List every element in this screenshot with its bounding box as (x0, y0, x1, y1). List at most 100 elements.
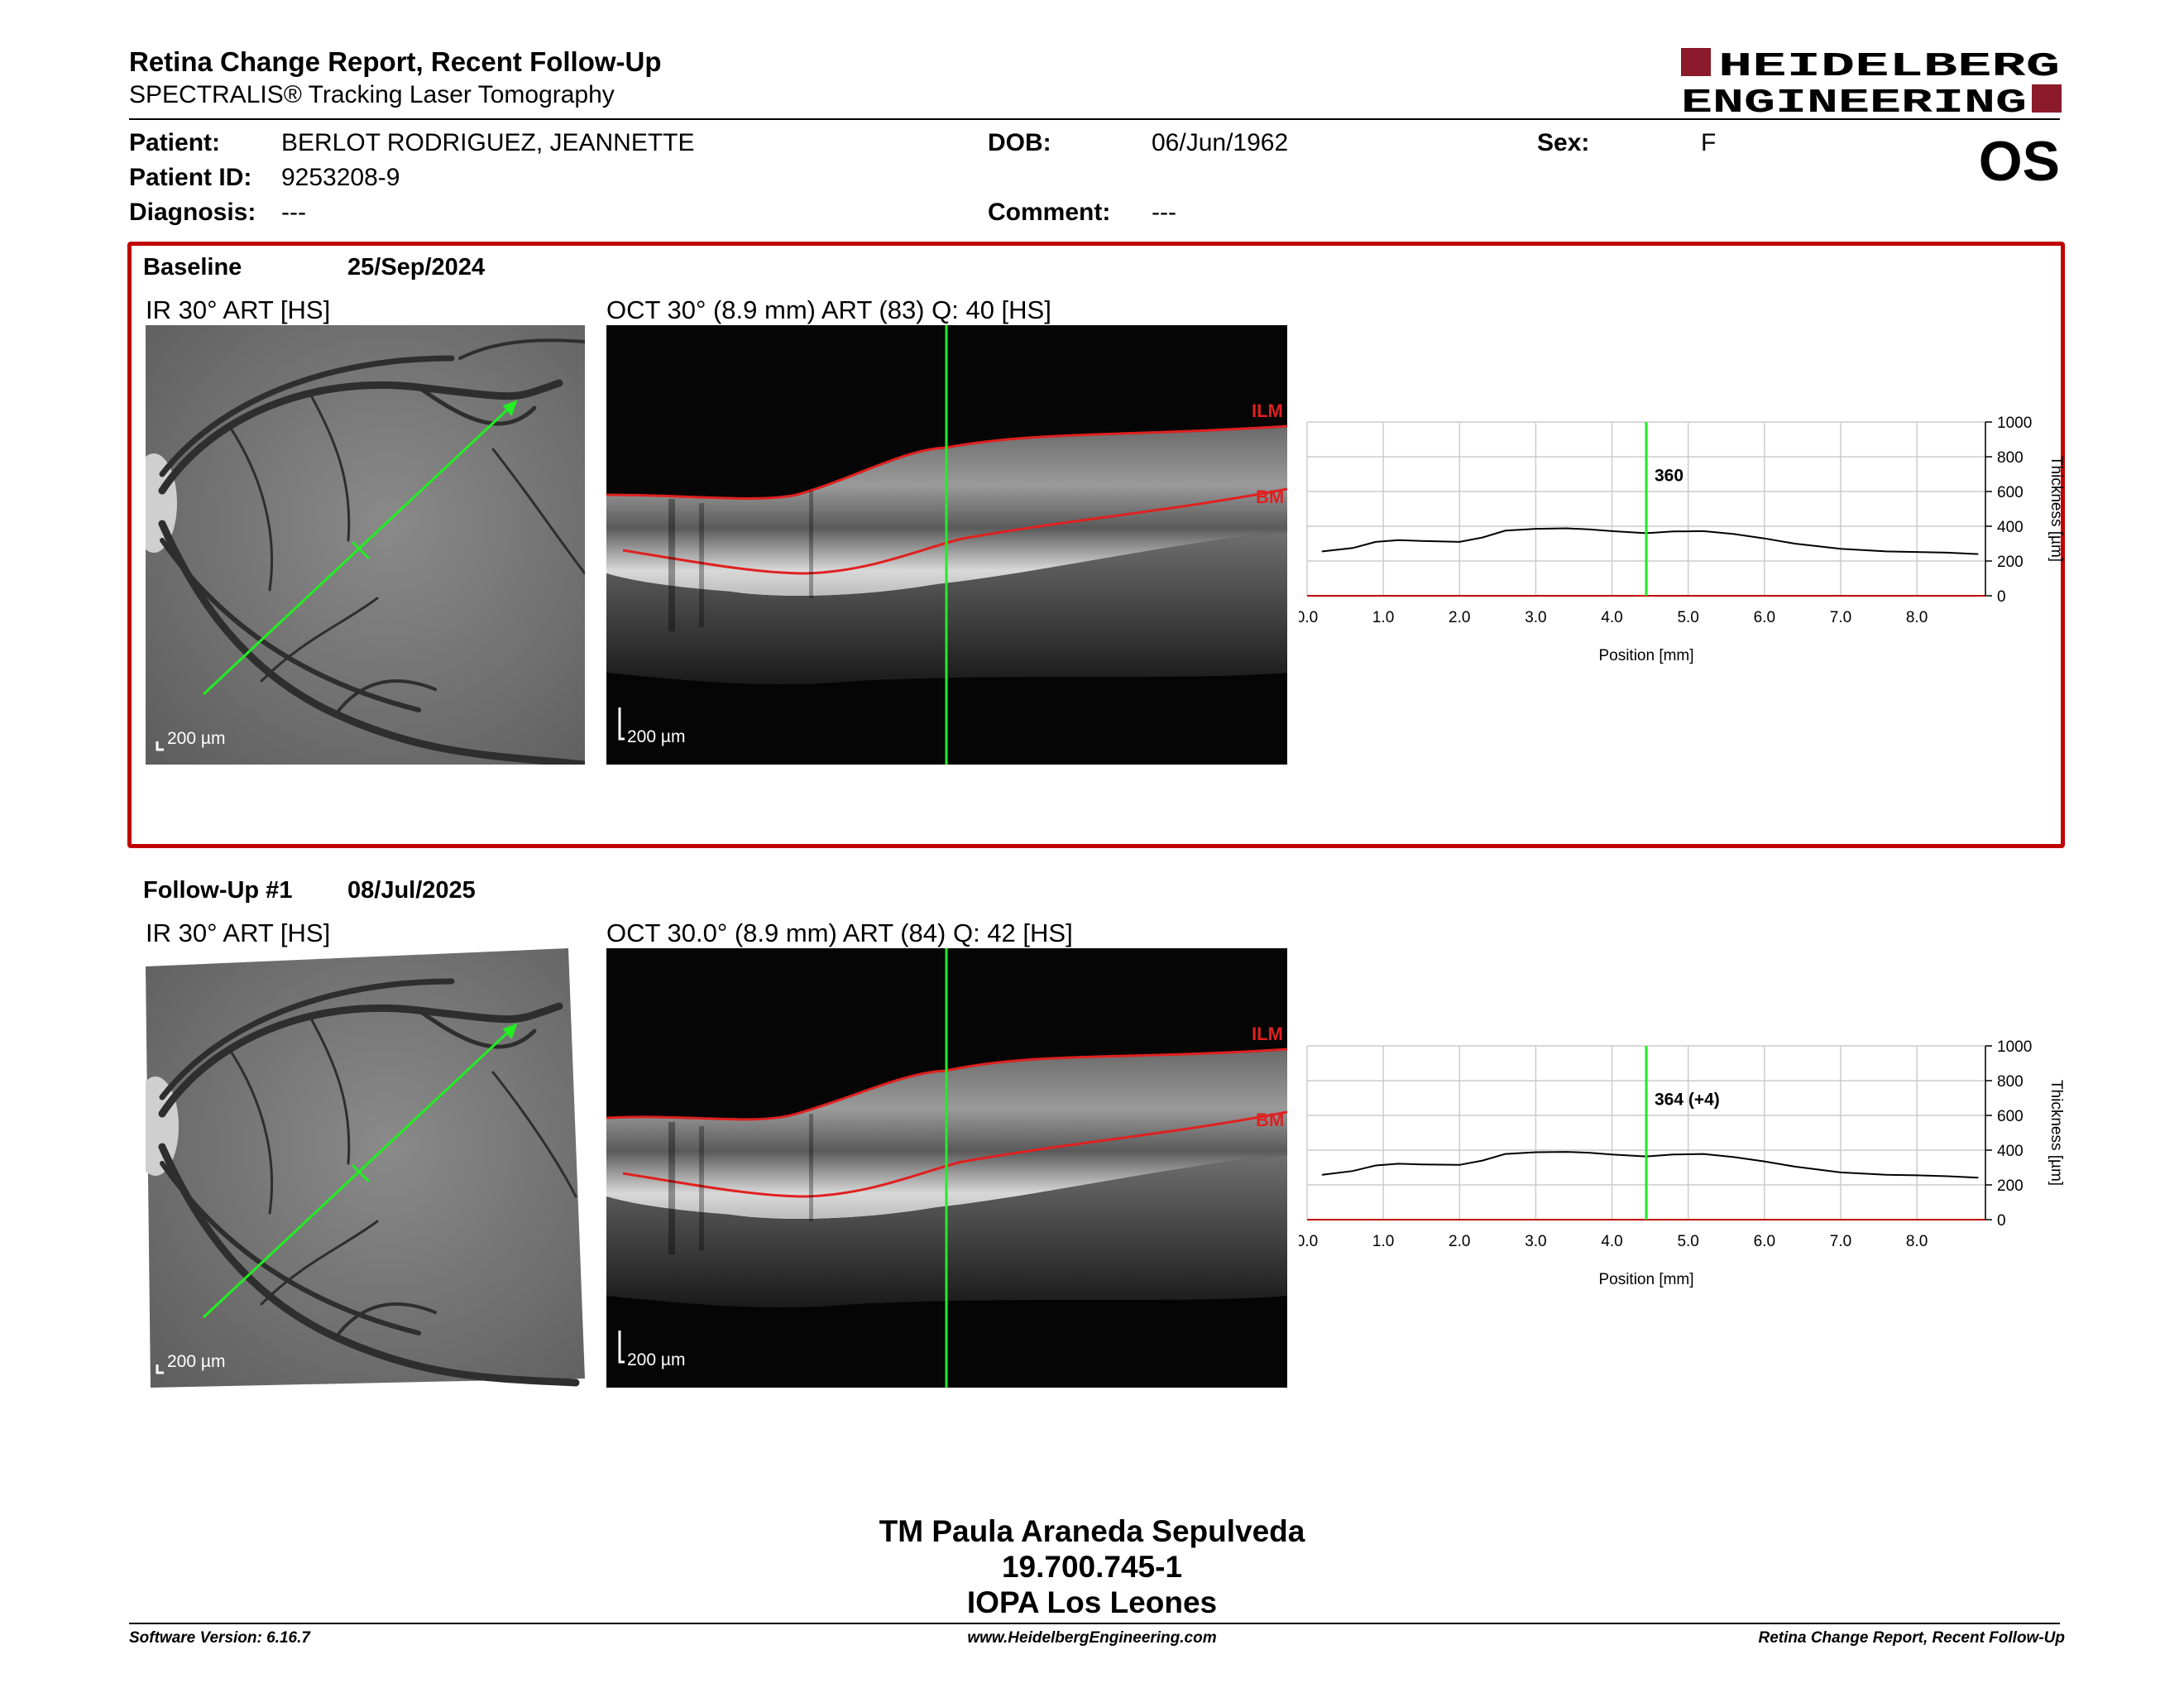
sex-value: F (1701, 129, 1717, 156)
software-version: Software Version: 6.16.7 (129, 1629, 310, 1647)
sex-label: Sex: (1537, 129, 1590, 156)
baseline-oct-title: OCT 30° (8.9 mm) ART (83) Q: 40 [HS] (606, 295, 1051, 324)
thickness-point (1794, 543, 1796, 544)
thickness-point (1397, 539, 1400, 541)
comment-label: Comment: (988, 199, 1111, 226)
x-tick-label: 5.0 (1677, 609, 1698, 626)
thickness-point (1458, 1164, 1461, 1166)
thickness-point (1321, 550, 1324, 553)
y-tick-label: 200 (1997, 554, 2024, 571)
y-tick-label: 200 (1997, 1177, 2024, 1195)
thickness-point (1375, 541, 1377, 543)
baseline-oct-bscan-image: ILM BM 200 µm (606, 325, 1287, 765)
y-tick-label: 800 (1997, 1073, 2024, 1091)
patient-label: Patient: (129, 129, 221, 156)
thickness-point (1504, 1153, 1506, 1155)
thickness-point (1565, 1151, 1568, 1153)
thickness-point (1482, 536, 1483, 539)
eye-indicator: OS (1978, 130, 2060, 193)
footer-report-name: Retina Change Report, Recent Follow-Up (1758, 1629, 2065, 1647)
cursor-thickness-label: 364 (+4) (1655, 1090, 1720, 1109)
thickness-point (1535, 1151, 1537, 1153)
comment-value: --- (1152, 199, 1176, 226)
thickness-point (1565, 527, 1568, 530)
report-subtitle: SPECTRALIS® Tracking Laser Tomography (129, 81, 615, 108)
x-tick-label: 3.0 (1525, 1233, 1546, 1250)
y-axis-label: Thickness [µm] (2048, 1080, 2065, 1186)
followup-ir-scale: 200 µm (167, 1352, 226, 1371)
followup-ir-fundus-image: 200 µm (146, 948, 585, 1388)
y-tick-label: 1000 (1997, 415, 2032, 432)
thickness-point (1733, 1156, 1735, 1158)
y-tick-label: 600 (1997, 1108, 2024, 1125)
thickness-point (1885, 1174, 1888, 1176)
thickness-point (1840, 548, 1842, 550)
footer-divider (129, 1623, 2060, 1624)
dob-value: 06/Jun/1962 (1152, 129, 1289, 156)
thickness-point (1535, 528, 1537, 530)
thickness-point (1976, 1177, 1979, 1178)
baseline-oct-scale: 200 µm (627, 727, 686, 746)
y-tick-label: 0 (1997, 588, 2006, 606)
thickness-point (1703, 530, 1704, 532)
thickness-point (1588, 528, 1590, 530)
thickness-point (1482, 1159, 1483, 1162)
thickness-point (1458, 541, 1461, 543)
heidelberg-logo: HEIDELBERG ENGINEERING (1681, 46, 2062, 122)
x-tick-label: 8.0 (1906, 609, 1928, 626)
thickness-point (1885, 550, 1888, 553)
signature-id: 19.700.745-1 (1001, 1550, 1183, 1584)
x-tick-label: 1.0 (1372, 1233, 1394, 1250)
x-tick-label: 6.0 (1754, 609, 1775, 626)
followup-date: 08/Jul/2025 (347, 877, 476, 904)
thickness-point (1672, 1153, 1674, 1156)
diagnosis-label: Diagnosis: (129, 199, 256, 226)
y-tick-label: 400 (1997, 1143, 2024, 1160)
report-title: Retina Change Report, Recent Follow-Up (129, 46, 662, 77)
followup-oct-title: OCT 30.0° (8.9 mm) ART (84) Q: 42 [HS] (606, 918, 1073, 947)
diagnosis-value: --- (281, 199, 306, 226)
signature-name: TM Paula Araneda Sepulveda (879, 1514, 1305, 1548)
baseline-frame (127, 242, 2065, 848)
thickness-point (1703, 1153, 1704, 1155)
y-tick-label: 800 (1997, 449, 2024, 467)
thickness-point (1588, 1152, 1590, 1153)
thickness-point (1976, 553, 1979, 555)
baseline-ir-scale: 200 µm (167, 729, 226, 748)
thickness-point (1397, 1163, 1400, 1165)
baseline-label: Baseline (143, 254, 242, 281)
baseline-ir-title: IR 30° ART [HS] (146, 295, 331, 324)
thickness-point (1764, 1160, 1765, 1163)
followup-label: Follow-Up #1 (143, 877, 293, 904)
x-tick-label: 4.0 (1601, 609, 1622, 626)
logo-line2: ENGINEERING (1681, 84, 2027, 116)
x-axis-label: Position [mm] (1598, 647, 1693, 664)
thickness-point (1840, 1172, 1842, 1173)
baseline-thickness-graph: 0.0 1.0 2.0 3.0 4.0 5.0 6.0 7.0 8.0 0 200 400 600 800… (1296, 414, 2076, 687)
y-tick-label: 0 (1997, 1212, 2006, 1230)
thickness-point (1764, 537, 1765, 539)
signature-institution: IOPA Los Leones (966, 1585, 1218, 1619)
x-tick-label: 3.0 (1525, 609, 1546, 626)
thickness-point (1794, 1166, 1796, 1168)
patient-id-label: Patient ID: (129, 164, 252, 191)
x-tick-label: 7.0 (1830, 1233, 1851, 1250)
x-tick-label: 5.0 (1677, 1233, 1698, 1250)
dob-label: DOB: (988, 129, 1051, 156)
x-tick-label: 1.0 (1372, 609, 1394, 626)
y-tick-label: 400 (1997, 519, 2024, 536)
thickness-point (1504, 530, 1506, 532)
patient-name: BERLOT RODRIGUEZ, JEANNETTE (281, 129, 695, 156)
thickness-point (1321, 1174, 1324, 1176)
followup-thickness-graph: 0.0 1.0 2.0 3.0 4.0 5.0 6.0 7.0 8.0 0 200 400 600 800… (1296, 1038, 2076, 1311)
website-link[interactable]: www.HeidelbergEngineering.com (967, 1629, 1217, 1647)
thickness-point (1420, 540, 1423, 542)
followup-ir-title: IR 30° ART [HS] (146, 918, 331, 947)
x-tick-label: 0.0 (1299, 609, 1318, 626)
x-tick-label: 7.0 (1830, 609, 1851, 626)
thickness-point (1420, 1163, 1423, 1166)
followup-oct-bscan-image: ILM BM 200 µm (606, 948, 1287, 1388)
y-tick-label: 1000 (1997, 1038, 2032, 1056)
thickness-point (1672, 530, 1674, 533)
thickness-series-line (1322, 527, 1978, 555)
